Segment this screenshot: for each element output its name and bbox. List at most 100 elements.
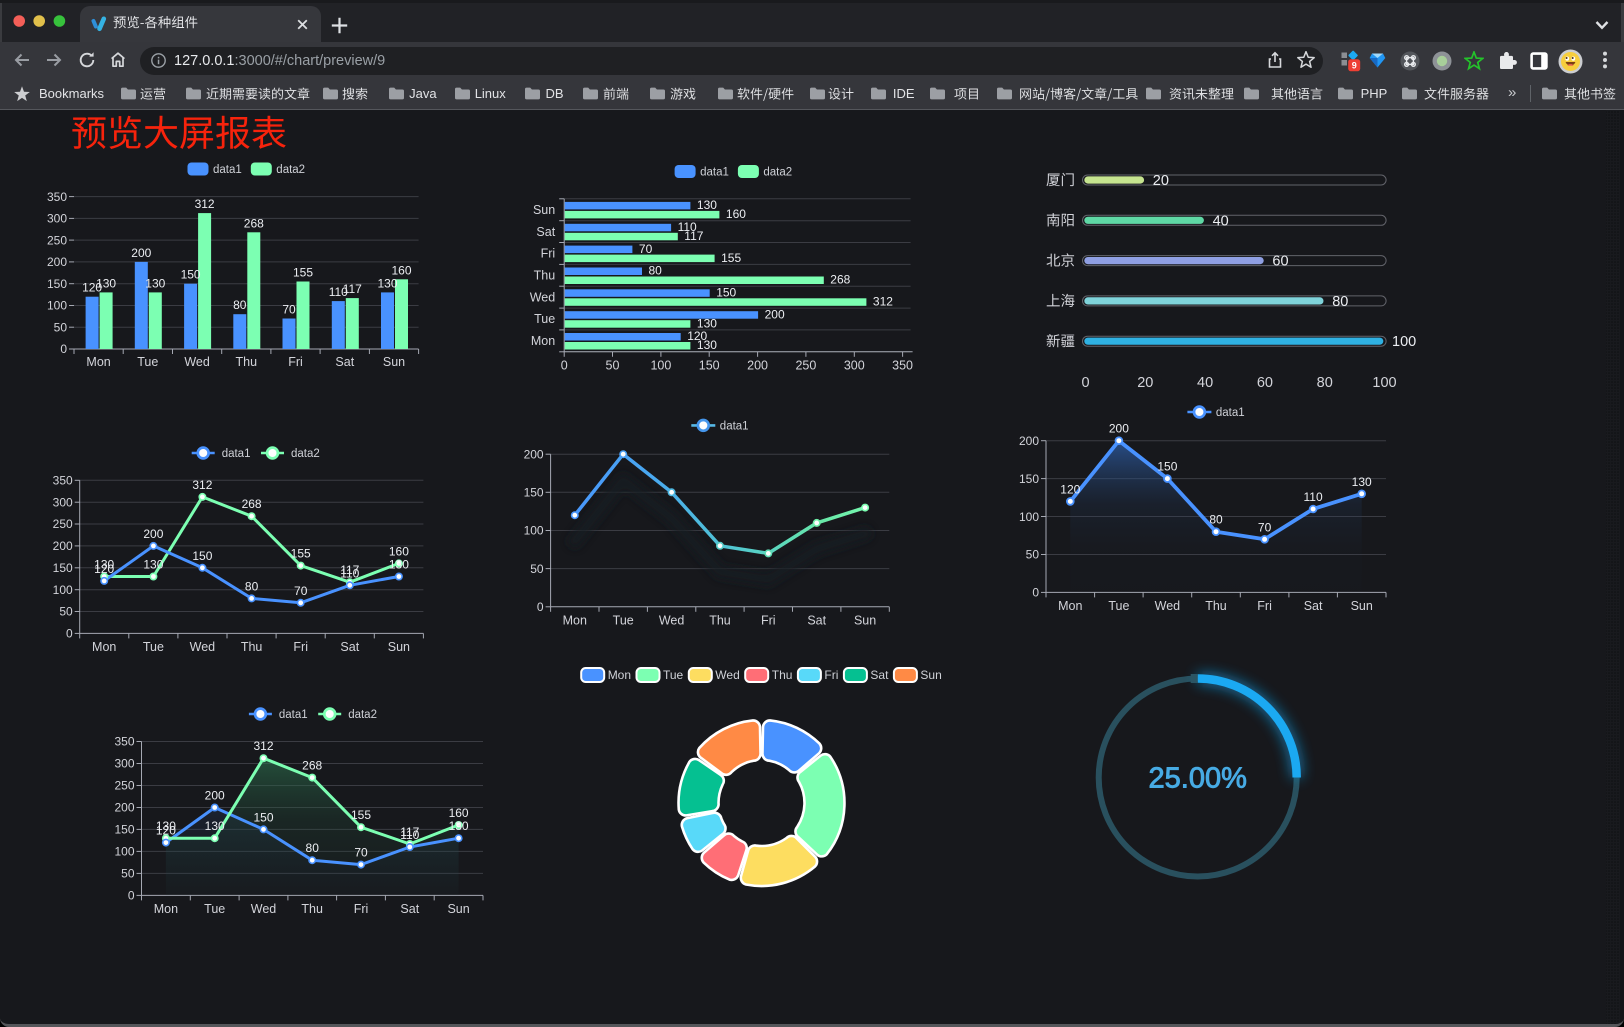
svg-text:350: 350 [114,735,134,749]
svg-text:200: 200 [1109,422,1129,436]
svg-text:Sun: Sun [388,640,410,654]
svg-text:40: 40 [1213,213,1229,229]
svg-text:50: 50 [121,867,135,881]
svg-text:150: 150 [47,277,67,291]
svg-text:Tue: Tue [137,355,158,369]
svg-text:Mon: Mon [154,902,178,916]
svg-text:9: 9 [1352,60,1357,70]
svg-text:120: 120 [687,329,707,343]
svg-text:100: 100 [1392,334,1416,350]
svg-text:117: 117 [340,563,359,577]
svg-text:data2: data2 [276,164,305,176]
svg-text:50: 50 [1026,548,1040,562]
svg-text:25.00%: 25.00% [1149,763,1247,795]
svg-text:312: 312 [873,295,893,309]
svg-text:150: 150 [114,823,134,837]
svg-text:0: 0 [60,342,67,356]
svg-text:Mon: Mon [86,355,110,369]
svg-text:117: 117 [400,825,419,839]
svg-text:100: 100 [53,583,73,597]
svg-text:Wed: Wed [530,290,556,304]
svg-text:300: 300 [53,495,73,509]
svg-text:150: 150 [253,810,273,824]
svg-text:130: 130 [1352,475,1372,489]
svg-text:350: 350 [892,358,913,372]
svg-text:50: 50 [59,605,73,619]
svg-text:0: 0 [128,889,135,903]
svg-text:120: 120 [82,281,102,295]
svg-text:Sun: Sun [854,613,876,627]
svg-text:150: 150 [716,286,736,300]
svg-text:150: 150 [524,486,544,500]
svg-text:Sat: Sat [1304,599,1323,613]
svg-text:110: 110 [340,566,359,580]
svg-text:Sat: Sat [536,225,555,239]
svg-text:130: 130 [389,558,409,572]
svg-text:Wed: Wed [190,640,216,654]
svg-text:120: 120 [156,824,176,838]
svg-text:200: 200 [747,358,768,372]
svg-text:Sat: Sat [340,640,359,654]
svg-text:350: 350 [47,190,67,204]
svg-text:Sun: Sun [920,668,941,682]
svg-text:150: 150 [699,358,720,372]
svg-text:Sun: Sun [533,203,555,217]
svg-text:80: 80 [649,264,663,278]
svg-text:155: 155 [721,251,741,265]
svg-text:100: 100 [1372,375,1396,391]
svg-text:300: 300 [114,757,134,771]
svg-text:Mon: Mon [531,334,555,348]
svg-text:155: 155 [293,266,313,280]
svg-text:70: 70 [1258,520,1272,534]
svg-text:130: 130 [94,558,114,572]
svg-text:130: 130 [205,819,225,833]
svg-text:130: 130 [156,819,176,833]
svg-text:Sat: Sat [870,668,889,682]
svg-text:150: 150 [192,549,212,563]
svg-text:80: 80 [306,841,320,855]
svg-text:110: 110 [400,828,419,842]
svg-text:60: 60 [1272,254,1288,270]
svg-text:data2: data2 [763,167,792,179]
svg-text:200: 200 [143,527,163,541]
svg-text:Mon: Mon [563,613,587,627]
svg-text:data1: data1 [720,421,749,433]
svg-text:20: 20 [1153,173,1169,189]
svg-text:110: 110 [1304,490,1323,504]
svg-text:Fri: Fri [761,613,776,627]
svg-text:250: 250 [114,779,134,793]
svg-text:70: 70 [294,584,308,598]
svg-text:Wed: Wed [1155,599,1181,613]
svg-text:0: 0 [561,358,568,372]
svg-text:100: 100 [47,299,67,313]
svg-text:80: 80 [245,579,259,593]
svg-text:60: 60 [1257,375,1273,391]
svg-text:350: 350 [53,474,73,488]
svg-text:Sun: Sun [447,902,469,916]
svg-text:Fri: Fri [288,355,303,369]
svg-text:Thu: Thu [236,355,258,369]
svg-text:Fri: Fri [293,640,308,654]
svg-text:312: 312 [192,478,212,492]
svg-text:160: 160 [449,806,469,820]
svg-text:70: 70 [354,846,368,860]
svg-text:130: 130 [697,198,717,212]
svg-text:200: 200 [765,307,785,321]
svg-text:200: 200 [524,447,544,461]
svg-text:300: 300 [47,212,67,226]
svg-text:200: 200 [114,801,134,815]
svg-text:100: 100 [114,845,134,859]
svg-text:100: 100 [650,358,671,372]
svg-text:Mon: Mon [92,640,116,654]
svg-text:Wed: Wed [715,668,739,682]
svg-text:50: 50 [606,358,620,372]
svg-text:80: 80 [1332,294,1348,310]
svg-text:130: 130 [96,276,116,290]
svg-text:268: 268 [244,216,264,230]
svg-text:160: 160 [389,544,409,558]
svg-text:50: 50 [54,320,68,334]
svg-text:Thu: Thu [241,640,263,654]
svg-text:268: 268 [830,273,850,287]
svg-text:0: 0 [1032,586,1039,600]
svg-text:130: 130 [377,276,397,290]
